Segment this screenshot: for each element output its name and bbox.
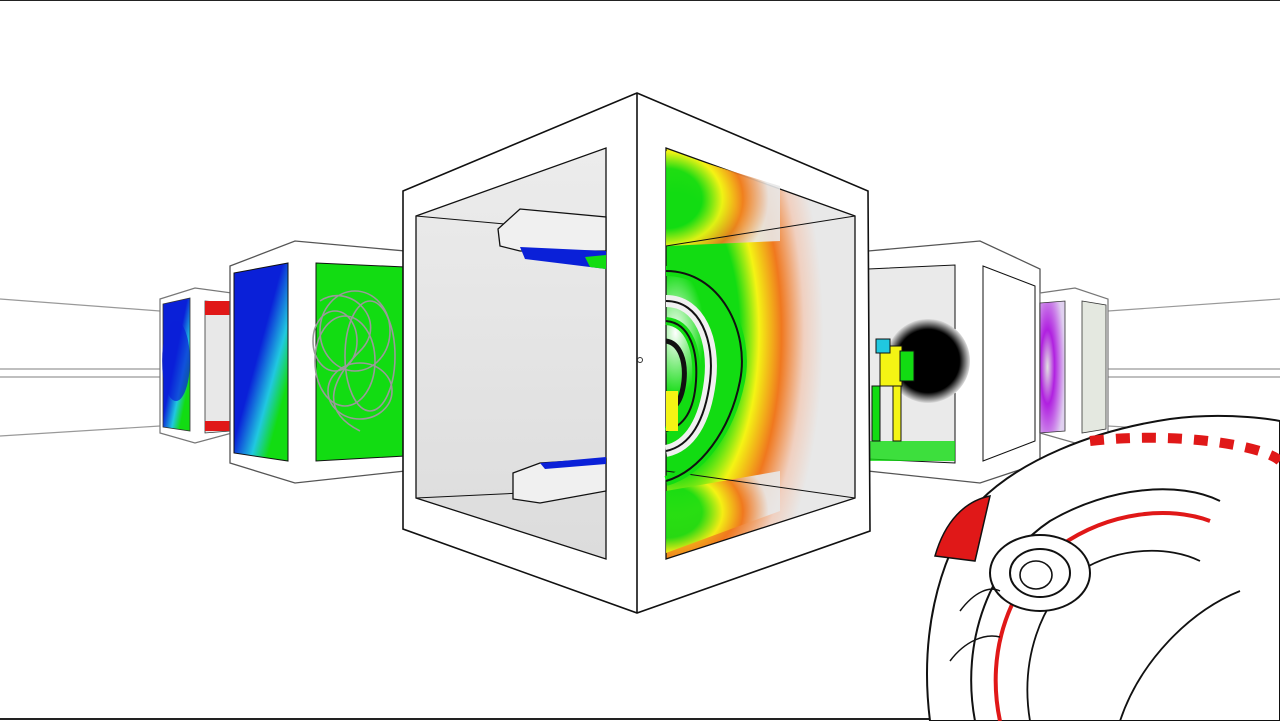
device-barrel bbox=[989, 534, 1091, 612]
upper-block bbox=[497, 208, 607, 269]
crosshair-icon bbox=[637, 357, 643, 363]
far-right-cube bbox=[1039, 287, 1109, 444]
ring-artifact bbox=[664, 266, 747, 486]
held-device bbox=[926, 414, 1280, 721]
center-cube bbox=[402, 92, 871, 614]
lower-block bbox=[512, 457, 607, 504]
character-figure bbox=[871, 338, 915, 442]
mid-left-cube bbox=[229, 240, 406, 484]
far-left-cube bbox=[159, 287, 233, 444]
mid-right-cube bbox=[867, 240, 1041, 484]
